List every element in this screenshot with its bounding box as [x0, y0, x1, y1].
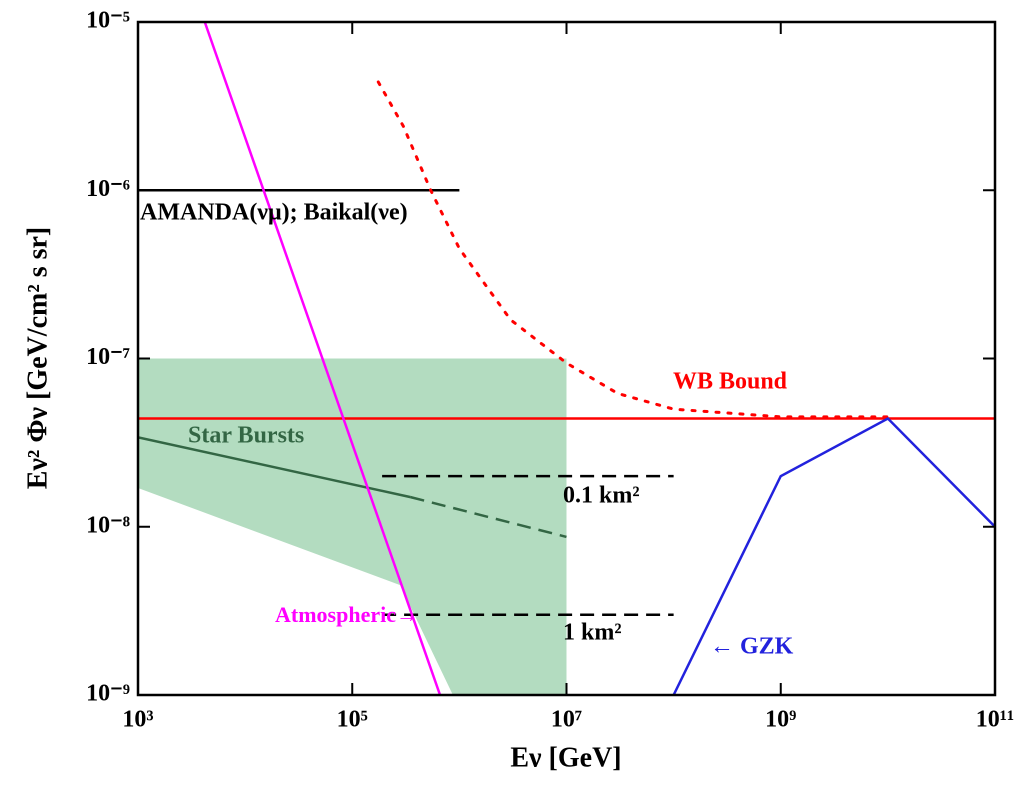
y-tick-label: 10⁻⁹ [86, 681, 130, 707]
series-label: 1 km² [563, 620, 622, 646]
x-tick-label: 10⁵ [337, 707, 368, 733]
shaded-band [138, 358, 567, 695]
series-label: 0.1 km² [563, 483, 640, 509]
y-tick-label: 10⁻⁶ [86, 176, 130, 202]
series-label: AMANDA(νμ); Baikal(νe) [140, 200, 408, 226]
series-line [410, 495, 567, 539]
y-axis-label: Eν² Φν [GeV/cm² s sr] [22, 227, 53, 490]
x-tick-label: 10³ [122, 707, 153, 733]
x-axis-label: Eν [GeV] [510, 742, 621, 773]
y-tick-label: 10⁻⁷ [86, 344, 130, 370]
y-tick-label: 10⁻⁸ [86, 512, 130, 538]
series-line [203, 22, 442, 695]
y-tick-label: 10⁻⁵ [86, 8, 130, 34]
x-tick-label: 10¹¹ [976, 707, 1014, 733]
series-label: ← GZK [710, 634, 794, 660]
series-line [672, 416, 995, 695]
x-tick-label: 10⁷ [551, 707, 582, 733]
series-label: Star Bursts [188, 423, 304, 449]
series-label: WB Bound [673, 369, 788, 395]
series-label: Atmospheric→ [275, 602, 418, 627]
series-line [376, 80, 890, 419]
series-line [138, 436, 411, 499]
x-tick-label: 10⁹ [765, 707, 796, 733]
